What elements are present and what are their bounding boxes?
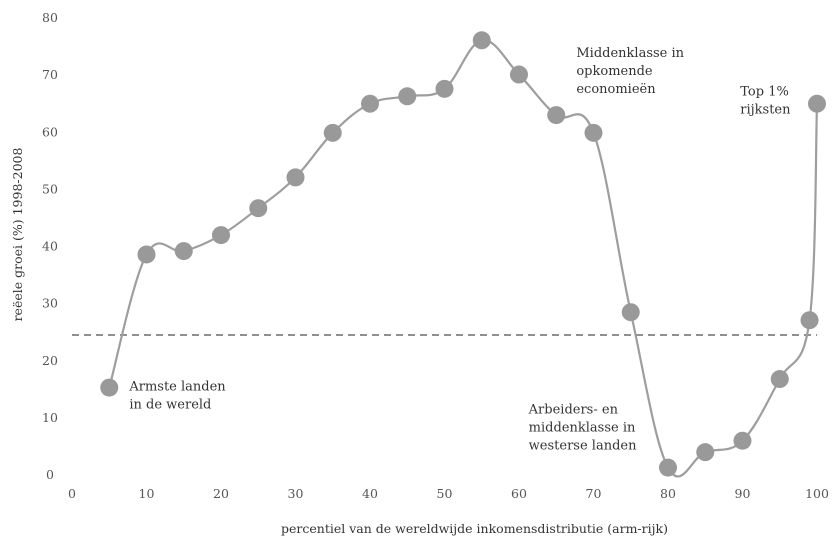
y-tick-label: 70 (42, 67, 58, 82)
data-point (584, 123, 603, 142)
data-point (547, 106, 566, 125)
y-tick-label: 10 (42, 410, 58, 425)
data-point (137, 245, 156, 264)
data-point (361, 94, 379, 113)
data-point (435, 79, 454, 98)
x-tick-label: 30 (288, 486, 304, 501)
data-point (621, 303, 640, 322)
x-tick-label: 70 (586, 486, 602, 501)
data-point (398, 87, 417, 106)
data-point (733, 431, 752, 450)
data-point (100, 378, 119, 397)
x-tick-label: 20 (213, 486, 229, 501)
data-point (696, 443, 715, 462)
annotation: Armste landen in de wereld (128, 379, 226, 412)
data-point (249, 199, 268, 218)
y-tick-label: 30 (42, 296, 58, 311)
x-tick-label: 90 (735, 486, 751, 501)
data-point (800, 311, 819, 330)
data-point (323, 123, 342, 142)
data-points (100, 31, 826, 477)
data-point (286, 168, 305, 187)
data-point (808, 94, 826, 113)
data-point (174, 242, 193, 261)
y-tick-label: 20 (42, 353, 58, 368)
annotations: Armste landen in de wereld Middenklasse in… (128, 46, 791, 453)
y-tick-label: 40 (42, 239, 58, 254)
y-tick-label: 50 (42, 181, 58, 196)
x-tick-label: 100 (805, 486, 829, 501)
data-point (510, 65, 528, 84)
annotation: Arbeiders- en middenklasse in westerse lan… (528, 402, 637, 453)
x-tick-label: 40 (362, 486, 378, 501)
y-tick-label: 80 (42, 10, 58, 25)
annotation: Middenklasse in opkomende economieën (576, 46, 684, 97)
x-tick-label: 10 (139, 486, 155, 501)
data-point (770, 370, 789, 389)
data-point (659, 458, 677, 477)
x-tick-labels: 0 10 20 30 40 50 60 70 80 90 100 (68, 486, 829, 501)
annotation: Top 1% rijksten (740, 85, 791, 118)
y-tick-labels: 0 10 20 30 40 50 60 70 80 (42, 10, 58, 482)
x-tick-label: 0 (68, 486, 76, 501)
x-tick-label: 50 (437, 486, 453, 501)
y-tick-label: 60 (42, 124, 58, 139)
data-point (212, 226, 230, 245)
x-tick-label: 80 (660, 486, 676, 501)
data-point (472, 31, 491, 50)
y-tick-label: 0 (46, 467, 54, 482)
y-axis-label: reëele groei (%) 1998-2008 (10, 148, 25, 322)
series-line (108, 39, 819, 478)
x-axis-label: percentiel van de wereldwijde inkomensdi… (281, 521, 668, 536)
x-tick-label: 60 (511, 486, 527, 501)
